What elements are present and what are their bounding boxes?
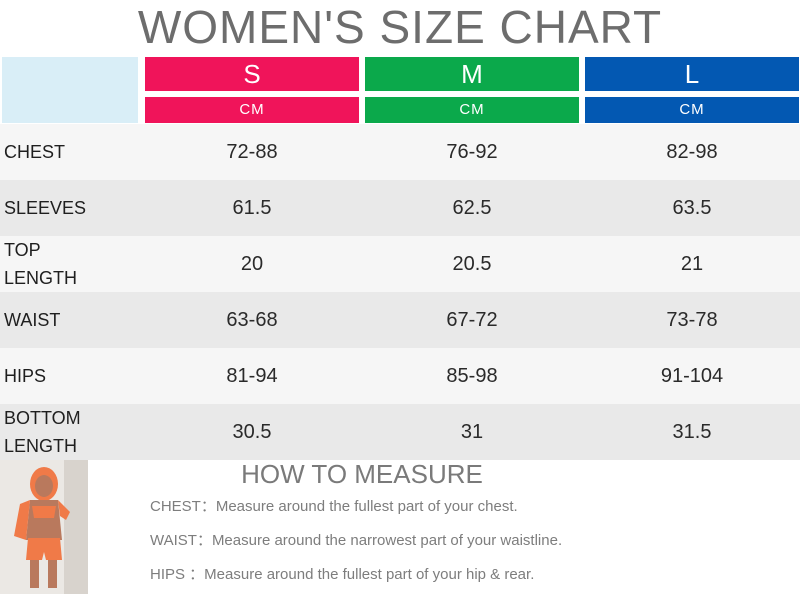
row-label: TOP LENGTH <box>4 240 78 288</box>
table-row-waist: WAIST 63-68 67-72 73-78 <box>0 292 800 348</box>
cell-m: 76-92 <box>446 141 498 163</box>
cell-s: 63-68 <box>226 309 278 331</box>
cell-s: 20 <box>240 253 264 275</box>
row-label: HIPS <box>4 366 47 386</box>
how-to-measure-title: HOW TO MEASURE <box>241 459 483 489</box>
table-row-bottom-length: BOTTOM LENGTH 30.5 31 31.5 <box>0 404 800 460</box>
table-row-chest: CHEST 72-88 76-92 82-98 <box>0 124 800 180</box>
cell-s: 30.5 <box>232 421 272 443</box>
row-label: CHEST <box>4 142 66 162</box>
cell-m: 20.5 <box>452 253 492 275</box>
header-corner <box>2 57 138 123</box>
cell-l: 63.5 <box>672 197 712 219</box>
size-m-header: M <box>365 57 579 91</box>
row-label: WAIST <box>4 310 61 330</box>
cell-s: 61.5 <box>232 197 272 219</box>
table-row-top-length: TOP LENGTH 20 20.5 21 <box>0 236 800 292</box>
measure-hips-line: HIPS ：Measure around the fullest part of… <box>150 566 535 583</box>
chart-title: WOMEN'S SIZE CHART <box>137 1 663 53</box>
size-s-header: S <box>145 57 359 91</box>
table-row-sleeves: SLEEVES 61.5 62.5 63.5 <box>0 180 800 236</box>
cell-l: 21 <box>680 253 704 275</box>
row-label: BOTTOM LENGTH <box>4 408 81 456</box>
measure-chest-line: CHEST：Measure around the fullest part of… <box>150 498 518 515</box>
cell-s: 72-88 <box>226 141 278 163</box>
cell-m: 85-98 <box>446 365 498 387</box>
cell-l: 73-78 <box>666 309 718 331</box>
size-l-unit: CM <box>585 97 799 123</box>
model-photo <box>0 460 88 594</box>
size-s-unit: CM <box>145 97 359 123</box>
size-m-unit: CM <box>365 97 579 123</box>
measure-waist-line: WAIST：Measure around the narrowest part … <box>150 532 563 549</box>
cell-m: 31 <box>460 421 484 443</box>
cell-l: 91-104 <box>660 365 724 387</box>
cell-s: 81-94 <box>226 365 278 387</box>
cell-m: 67-72 <box>446 309 498 331</box>
row-label: SLEEVES <box>4 198 87 218</box>
cell-m: 62.5 <box>452 197 492 219</box>
size-l-header: L <box>585 57 799 91</box>
table-row-hips: HIPS 81-94 85-98 91-104 <box>0 348 800 404</box>
cell-l: 31.5 <box>672 421 712 443</box>
cell-l: 82-98 <box>666 141 718 163</box>
